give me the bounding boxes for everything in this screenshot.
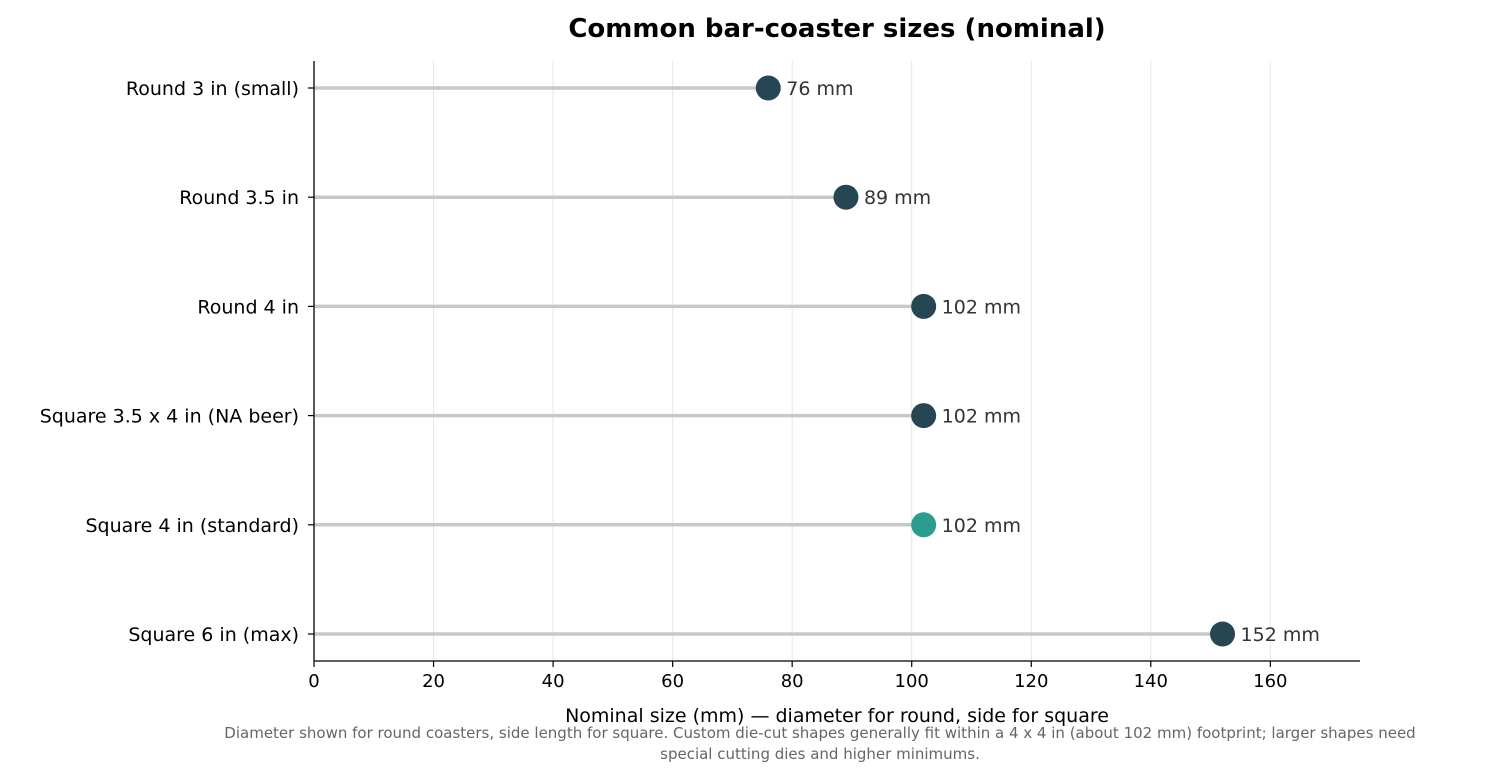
value-label-1: 89 mm bbox=[864, 187, 931, 209]
x-tick-label: 140 bbox=[1134, 671, 1168, 692]
markers bbox=[755, 75, 1236, 647]
x-tick-label: 40 bbox=[542, 671, 565, 692]
marker-1 bbox=[833, 184, 859, 210]
category-labels: Round 3 in (small) Round 3.5 in Round 4 in… bbox=[40, 78, 314, 646]
category-label-2: Round 4 in bbox=[197, 296, 299, 318]
x-tick-label: 100 bbox=[895, 671, 929, 692]
value-label-2: 102 mm bbox=[942, 296, 1021, 318]
x-tick-label: 20 bbox=[422, 671, 445, 692]
category-label-1: Round 3.5 in bbox=[179, 187, 299, 209]
x-tick-label: 0 bbox=[308, 671, 319, 692]
value-labels: 76 mm 89 mm 102 mm 102 mm 102 mm 152 mm bbox=[786, 78, 1320, 646]
x-tick-label: 160 bbox=[1253, 671, 1287, 692]
x-axis-label: Nominal size (mm) — diameter for round, … bbox=[565, 705, 1109, 727]
marker-5 bbox=[1210, 621, 1236, 647]
x-tick-label: 80 bbox=[781, 671, 804, 692]
marker-0 bbox=[755, 75, 781, 101]
x-tick-label: 120 bbox=[1014, 671, 1048, 692]
value-label-5: 152 mm bbox=[1241, 624, 1320, 646]
stems bbox=[314, 86, 1223, 636]
marker-3 bbox=[911, 403, 937, 429]
category-label-3: Square 3.5 x 4 in (NA beer) bbox=[40, 406, 299, 428]
x-tick-label: 60 bbox=[661, 671, 684, 692]
grid-lines bbox=[433, 61, 1271, 661]
footnote-line-1: Diameter shown for round coasters, side … bbox=[224, 724, 1415, 742]
marker-4 bbox=[911, 512, 937, 538]
footnote-line-2: special cutting dies and higher minimums… bbox=[660, 745, 980, 763]
marker-2 bbox=[911, 293, 937, 319]
value-label-3: 102 mm bbox=[942, 406, 1021, 428]
value-label-4: 102 mm bbox=[942, 515, 1021, 537]
value-label-0: 76 mm bbox=[786, 78, 853, 100]
chart-title: Common bar-coaster sizes (nominal) bbox=[568, 14, 1105, 44]
category-label-5: Square 6 in (max) bbox=[128, 624, 299, 646]
category-label-4: Square 4 in (standard) bbox=[85, 515, 299, 537]
x-axis-ticks: 0 20 40 60 80 100 120 140 160 bbox=[308, 661, 1288, 692]
category-label-0: Round 3 in (small) bbox=[126, 78, 299, 100]
